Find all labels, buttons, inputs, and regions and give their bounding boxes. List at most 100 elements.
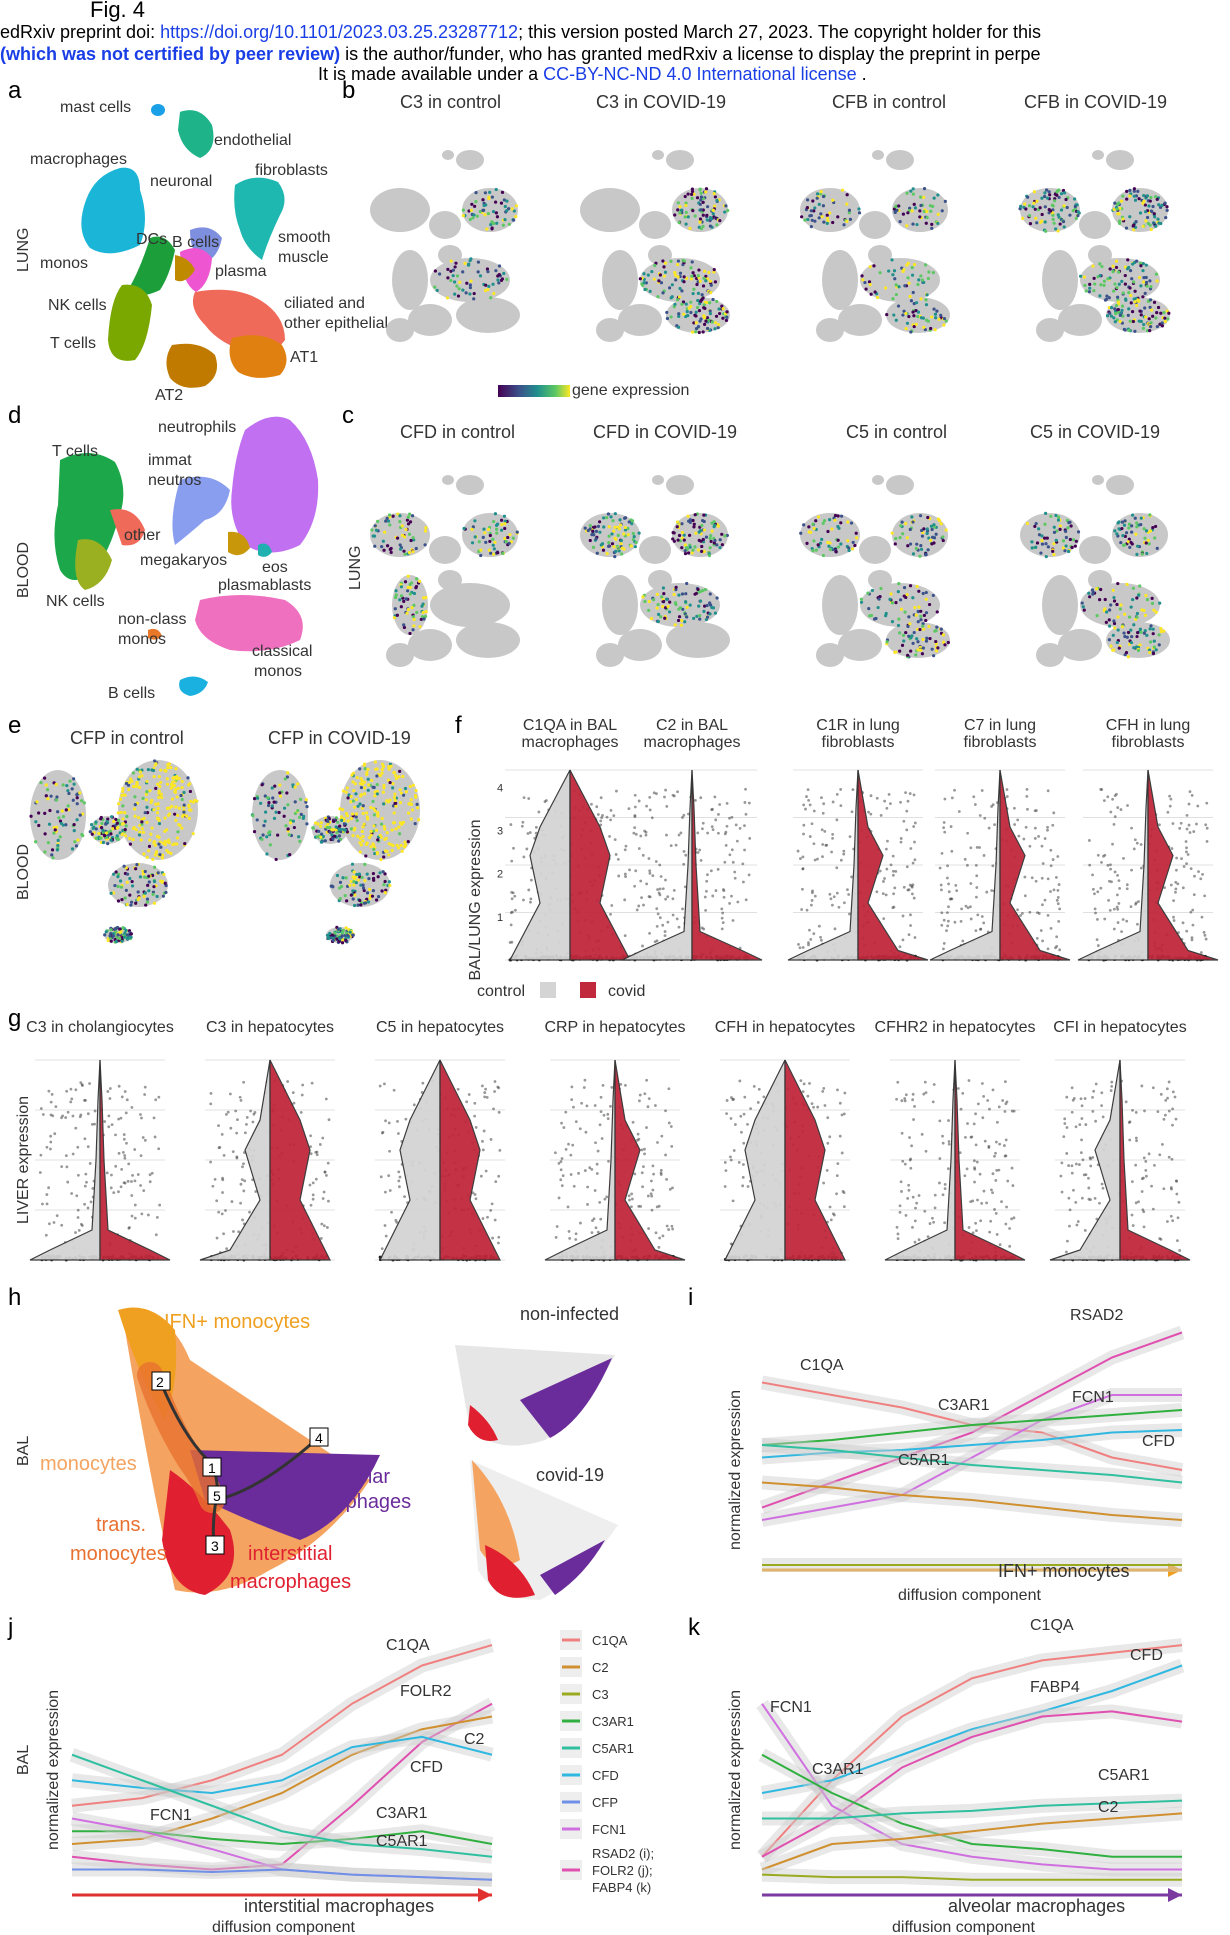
expression-dot xyxy=(809,209,813,213)
license-link[interactable]: CC-BY-NC-ND 4.0 International license xyxy=(543,64,857,84)
expression-dot xyxy=(591,545,596,549)
expression-dot xyxy=(905,593,909,597)
cell-dot xyxy=(1116,806,1120,809)
expression-dot xyxy=(901,532,905,536)
expression-dot xyxy=(656,612,661,617)
cell-dot xyxy=(1109,867,1112,871)
cell-dot xyxy=(1016,818,1020,822)
cell-dot xyxy=(1049,864,1053,868)
expression-dot xyxy=(398,598,402,602)
cell-dot xyxy=(321,1136,325,1140)
expression-dot xyxy=(1130,513,1135,517)
cell-dot xyxy=(1174,887,1178,891)
expression-dot xyxy=(404,597,408,601)
expression-dot xyxy=(703,315,707,319)
expression-dot xyxy=(641,595,645,599)
expression-dot xyxy=(387,767,391,771)
expression-dot xyxy=(488,190,492,194)
cell-dot xyxy=(985,890,989,894)
expression-dot xyxy=(123,827,127,832)
umap-cluster xyxy=(800,513,860,557)
expression-dot xyxy=(502,514,507,518)
expression-dot xyxy=(71,798,75,802)
cell-dot xyxy=(976,913,980,917)
expression-dot xyxy=(1128,286,1132,290)
expression-dot xyxy=(656,619,660,624)
expression-dot xyxy=(493,512,498,516)
doi-link[interactable]: https://doi.org/10.1101/2023.03.25.23287… xyxy=(160,22,519,42)
cell-dot xyxy=(327,1118,331,1122)
expression-dot xyxy=(406,607,411,612)
expression-dot xyxy=(399,843,403,847)
expression-dot xyxy=(1157,633,1161,637)
expression-dot xyxy=(411,783,415,787)
expression-dot xyxy=(647,599,651,604)
expression-dot xyxy=(1144,263,1148,267)
expression-dot xyxy=(684,546,689,550)
expression-dot xyxy=(384,836,388,841)
expression-dot xyxy=(449,278,453,283)
expression-dot xyxy=(118,797,123,802)
cell-dot xyxy=(510,859,514,863)
expression-dot xyxy=(836,538,840,542)
expression-dot xyxy=(1124,531,1129,535)
expression-dot xyxy=(637,531,641,535)
f-violin-title: C2 in BAL xyxy=(656,717,728,734)
expression-dot xyxy=(157,842,161,846)
expression-dot xyxy=(511,536,515,540)
cell-dot xyxy=(508,941,512,944)
panel-label-j: j xyxy=(7,1614,13,1641)
expression-dot xyxy=(515,530,519,534)
expression-dot xyxy=(66,789,70,793)
cluster-immat-neutros xyxy=(172,476,230,545)
cell-dot xyxy=(687,812,690,816)
cell-dot xyxy=(940,851,944,855)
f-violin-title: fibroblasts xyxy=(1112,734,1185,751)
expression-dot xyxy=(485,267,490,271)
expression-dot xyxy=(665,310,669,315)
expression-dot xyxy=(1141,269,1145,273)
expression-dot xyxy=(73,840,77,844)
expression-dot xyxy=(913,605,917,610)
cell-dot xyxy=(681,907,684,911)
cell-dot xyxy=(251,1120,255,1124)
cell-dot xyxy=(327,1199,330,1203)
expression-dot xyxy=(345,899,349,903)
expression-dot xyxy=(120,789,125,794)
cell-dot xyxy=(947,882,951,886)
expression-dot xyxy=(1129,605,1133,609)
expression-dot xyxy=(694,591,699,595)
cell-dot xyxy=(894,869,898,873)
expression-dot xyxy=(367,877,371,881)
expression-dot xyxy=(890,620,895,624)
expression-dot xyxy=(1153,195,1158,199)
expression-dot xyxy=(81,834,85,838)
expression-dot xyxy=(373,524,377,528)
expression-dot xyxy=(267,801,271,805)
expression-dot xyxy=(909,189,913,193)
cell-dot xyxy=(83,1184,87,1188)
expression-dot xyxy=(643,599,647,604)
expression-dot xyxy=(189,799,193,803)
cell-dot xyxy=(899,800,902,804)
expression-dot xyxy=(1143,536,1147,540)
cell-dot xyxy=(131,1173,134,1177)
expression-dot xyxy=(67,791,71,796)
expression-dot xyxy=(398,514,402,518)
expression-dot xyxy=(34,840,38,844)
expression-dot xyxy=(72,777,76,781)
cell-dot xyxy=(842,849,846,853)
expression-dot xyxy=(157,789,161,793)
umap-cluster xyxy=(838,304,882,336)
expression-dot xyxy=(47,822,52,826)
expression-dot xyxy=(415,802,419,806)
expression-dot xyxy=(478,274,483,278)
cluster-mast xyxy=(151,104,165,116)
expression-dot xyxy=(932,536,937,540)
expression-dot xyxy=(325,825,329,830)
cell-dot xyxy=(286,1080,290,1083)
expression-dot xyxy=(699,317,703,321)
expression-dot xyxy=(935,610,939,614)
expression-dot xyxy=(826,529,830,534)
